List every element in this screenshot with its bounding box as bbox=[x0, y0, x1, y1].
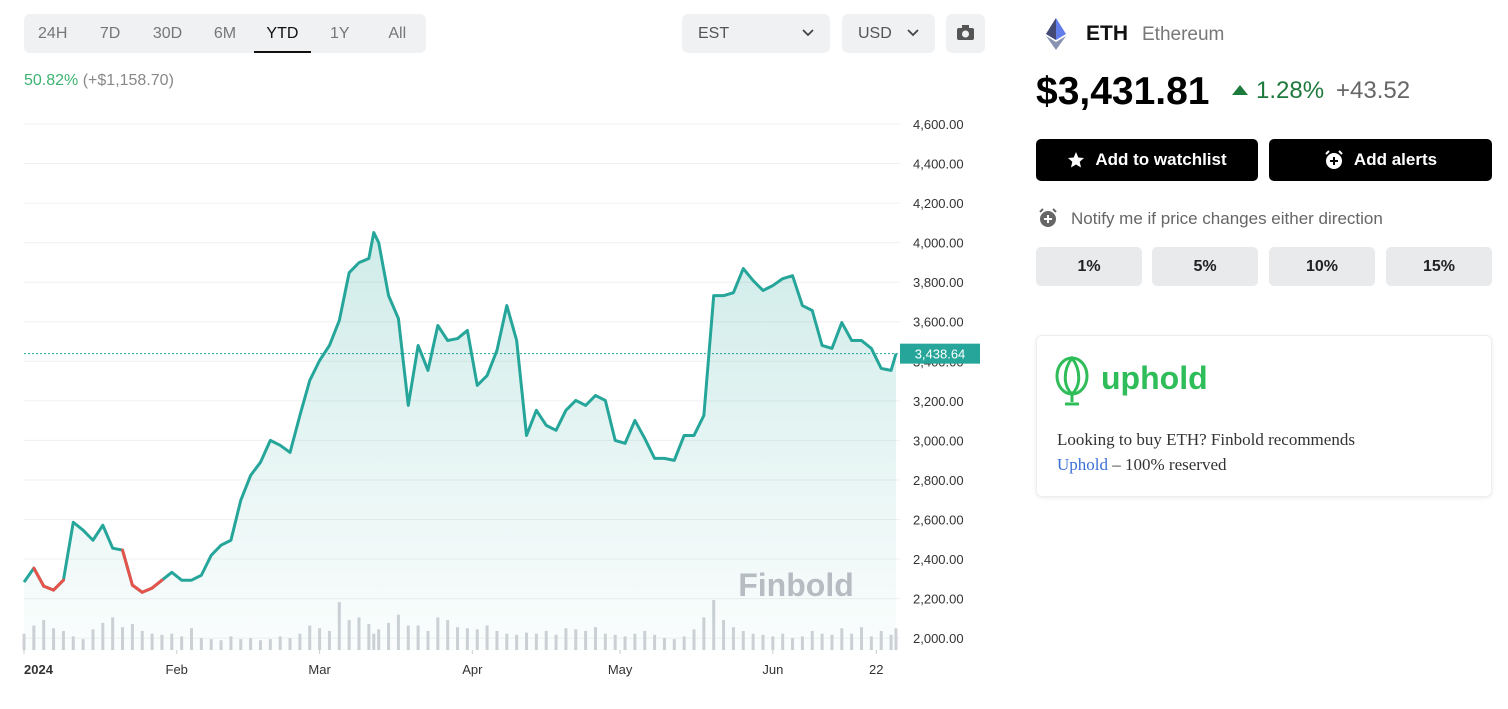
x-tick-label: 22 bbox=[869, 662, 883, 677]
alert-option[interactable]: 1% bbox=[1036, 247, 1142, 286]
sponsor-suffix: – 100% reserved bbox=[1112, 455, 1227, 474]
alert-option[interactable]: 15% bbox=[1386, 247, 1492, 286]
y-tick-label: 2,800.00 bbox=[913, 473, 964, 488]
timeframe-tab[interactable]: 30D bbox=[152, 25, 183, 42]
x-tick-label: Mar bbox=[308, 662, 331, 677]
down-segment bbox=[140, 586, 154, 594]
screenshot-button[interactable] bbox=[946, 14, 985, 53]
alerts-button[interactable]: Add alerts bbox=[1269, 139, 1492, 181]
y-tick-label: 3,200.00 bbox=[913, 394, 964, 409]
currency-select[interactable]: USD bbox=[842, 14, 935, 53]
up-arrow bbox=[1232, 85, 1248, 95]
alert-option[interactable]: 10% bbox=[1269, 247, 1375, 286]
eth-icon bbox=[1046, 18, 1066, 50]
performance: 50.82% (+$1,158.70) bbox=[24, 72, 174, 90]
current-price-tag bbox=[900, 343, 980, 364]
alarm-icon bbox=[1325, 150, 1343, 169]
asset-name: Ethereum bbox=[1142, 24, 1225, 45]
asset-price: $3,431.81 bbox=[1036, 70, 1210, 113]
sponsor-line: Uphold – 100% reserved bbox=[1057, 455, 1227, 475]
price-area bbox=[24, 232, 896, 651]
chevron bbox=[907, 29, 919, 37]
timeframe-tab[interactable]: YTD bbox=[253, 14, 312, 53]
timeframe-tabs: 24H 7D 30D 6M YTD 1Y All bbox=[24, 14, 426, 53]
timeframe-tab[interactable]: 24H bbox=[38, 25, 68, 42]
y-tick-label: 2,000.00 bbox=[913, 631, 964, 646]
alert-option[interactable]: 5% bbox=[1152, 247, 1258, 286]
asset-symbol: ETH bbox=[1086, 22, 1128, 45]
down-segment bbox=[130, 583, 144, 594]
timeframe-tab[interactable]: All bbox=[388, 25, 407, 42]
down-segment bbox=[32, 566, 46, 588]
y-tick-label: 4,200.00 bbox=[913, 196, 964, 211]
timezone-select[interactable]: EST bbox=[682, 14, 830, 53]
performance-change: (+$1,158.70) bbox=[82, 72, 174, 89]
alarm-icon bbox=[1039, 208, 1057, 227]
sponsor-card: uphold Looking to buy ETH? Finbold recom… bbox=[1036, 335, 1492, 497]
y-tick-label: 2,400.00 bbox=[913, 552, 964, 567]
star-icon bbox=[1068, 152, 1085, 168]
alerts-prompt: Notify me if price changes either direct… bbox=[1071, 209, 1383, 228]
performance-percent: 50.82% bbox=[24, 72, 79, 89]
y-tick-label: 4,000.00 bbox=[913, 236, 964, 251]
current-price-label: 3,438.64 bbox=[915, 347, 966, 362]
y-tick-label: 4,600.00 bbox=[913, 117, 964, 132]
currency: USD bbox=[858, 25, 892, 42]
down-segment bbox=[42, 584, 56, 592]
x-tick-label: 2024 bbox=[24, 662, 54, 677]
asset-change: +43.52 bbox=[1336, 77, 1411, 104]
watchlist-label: Add to watchlist bbox=[1095, 150, 1227, 169]
y-tick-label: 3,600.00 bbox=[913, 315, 964, 330]
asset-change-percent: 1.28% bbox=[1256, 77, 1325, 104]
chevron bbox=[802, 29, 814, 37]
timeframe-tab[interactable]: 6M bbox=[213, 25, 237, 42]
watchlist-button[interactable]: Add to watchlist bbox=[1036, 139, 1258, 181]
price-line bbox=[22, 231, 898, 594]
y-tick-label: 2,200.00 bbox=[913, 592, 964, 607]
down-segment bbox=[52, 578, 65, 592]
timeframe-tab[interactable]: 7D bbox=[99, 25, 121, 42]
x-tick-label: May bbox=[608, 662, 633, 677]
sponsor-link[interactable]: Uphold bbox=[1057, 455, 1108, 474]
price-chart: 2,000.00 2,200.00 2,400.00 2,600.00 2,800.00… bbox=[22, 117, 980, 677]
timezone: EST bbox=[698, 25, 730, 42]
x-tick-label: Apr bbox=[462, 662, 483, 677]
down-segment bbox=[121, 548, 134, 587]
x-tick-label: Jun bbox=[762, 662, 783, 677]
y-tick-label: 3,800.00 bbox=[913, 275, 964, 290]
camera-icon bbox=[957, 25, 974, 40]
sponsor-text: Looking to buy ETH? Finbold recommends bbox=[1057, 430, 1355, 449]
sponsor-brand: uphold bbox=[1101, 360, 1208, 396]
timeframe-tab[interactable]: 1Y bbox=[330, 25, 350, 42]
y-tick-label: 3,000.00 bbox=[913, 433, 964, 448]
down-segment bbox=[150, 578, 164, 590]
y-tick-label: 4,400.00 bbox=[913, 157, 964, 172]
y-tick-label: 2,600.00 bbox=[913, 512, 964, 527]
x-tick-label: Feb bbox=[166, 662, 188, 677]
alerts-label: Add alerts bbox=[1353, 150, 1438, 169]
uphold-logo bbox=[1055, 356, 1089, 406]
